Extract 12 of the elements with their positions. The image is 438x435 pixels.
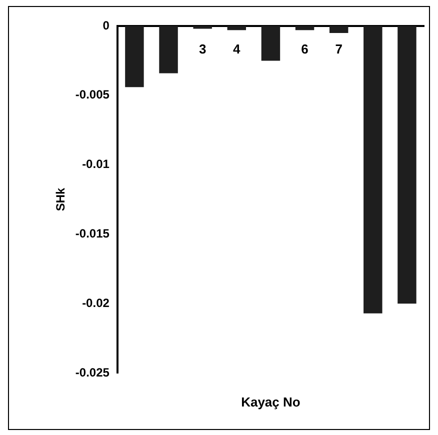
y-tick-label: -0.025 [75,365,110,380]
y-tick-label: -0.02 [82,296,110,310]
y-tick-label: -0.015 [75,226,110,241]
x-tick-label: 4 [233,41,242,56]
x-axis-title: Kayaç No [241,394,300,410]
x-tick-label: 3 [198,41,206,56]
y-tick-label: -0.005 [75,88,110,102]
y-axis-title: SHk [54,188,68,212]
x-tick-label: 6 [301,41,308,56]
y-tick-label: -0.01 [82,157,110,172]
x-tick-label: 7 [335,41,342,56]
y-tick-label: 0 [102,18,110,32]
